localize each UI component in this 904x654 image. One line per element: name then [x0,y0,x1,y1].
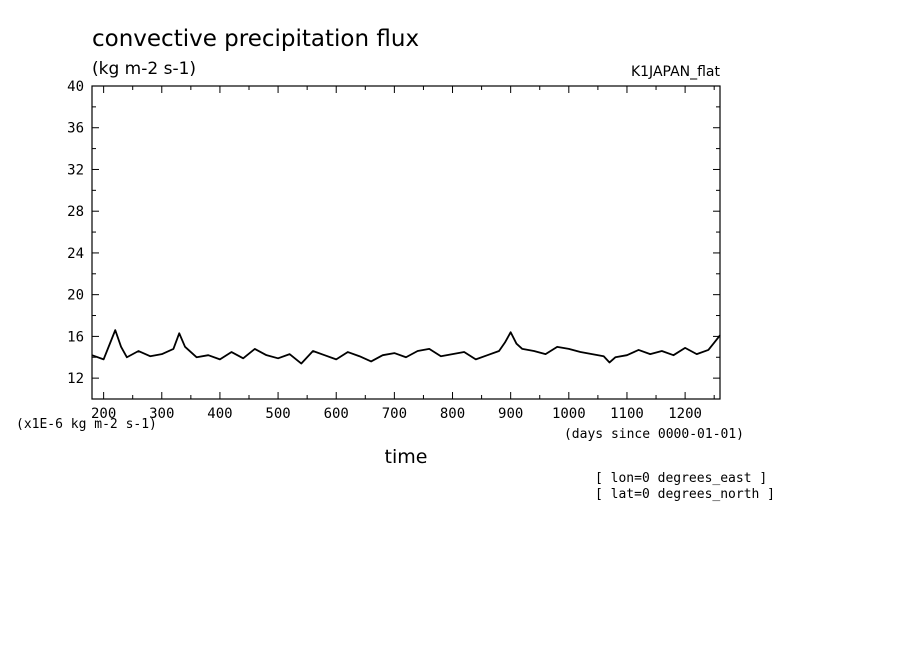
chart-title: convective precipitation flux [92,26,419,52]
x-tick-label: 700 [382,406,407,422]
lat-note: [ lat=0 degrees_north ] [595,487,775,502]
x-tick-label: 900 [498,406,523,422]
y-tick-label: 24 [67,246,84,262]
dataset-label: K1JAPAN_flat [631,64,721,80]
x-tick-label: 400 [207,406,232,422]
x-tick-label: 500 [265,406,290,422]
x-tick-label: 600 [324,406,349,422]
x-tick-label: 1200 [668,406,702,422]
series-layer [91,329,721,365]
x-tick-label: 200 [91,406,116,422]
x-tick-label: 1000 [552,406,586,422]
y-tick-label: 16 [67,329,84,345]
y-tick-label: 32 [67,162,84,178]
y-tick-label: 12 [67,371,84,387]
y-tick-label: 28 [67,204,84,220]
plot-frame [91,85,721,400]
x-tick-label: 800 [440,406,465,422]
y-axis: 12 16 20 24 28 32 36 40 [67,79,720,400]
x-axis-label: time [385,446,428,468]
y-tick-label: 36 [67,121,84,137]
y-tick-label: 20 [67,288,84,304]
y-scale-note: (x1E-6 kg m-2 s-1) [16,417,157,432]
lon-note: [ lon=0 degrees_east ] [595,471,767,486]
x-tick-label: 1100 [610,406,644,422]
x-units-label: (days since 0000-01-01) [564,427,744,442]
chart-units: (kg m-2 s-1) [92,59,196,79]
x-tick-label: 300 [149,406,174,422]
x-axis: 200 300 400 500 600 700 800 900 1000 1100 1200 [91,86,715,422]
series-line [91,329,721,365]
y-tick-label: 40 [67,79,84,95]
